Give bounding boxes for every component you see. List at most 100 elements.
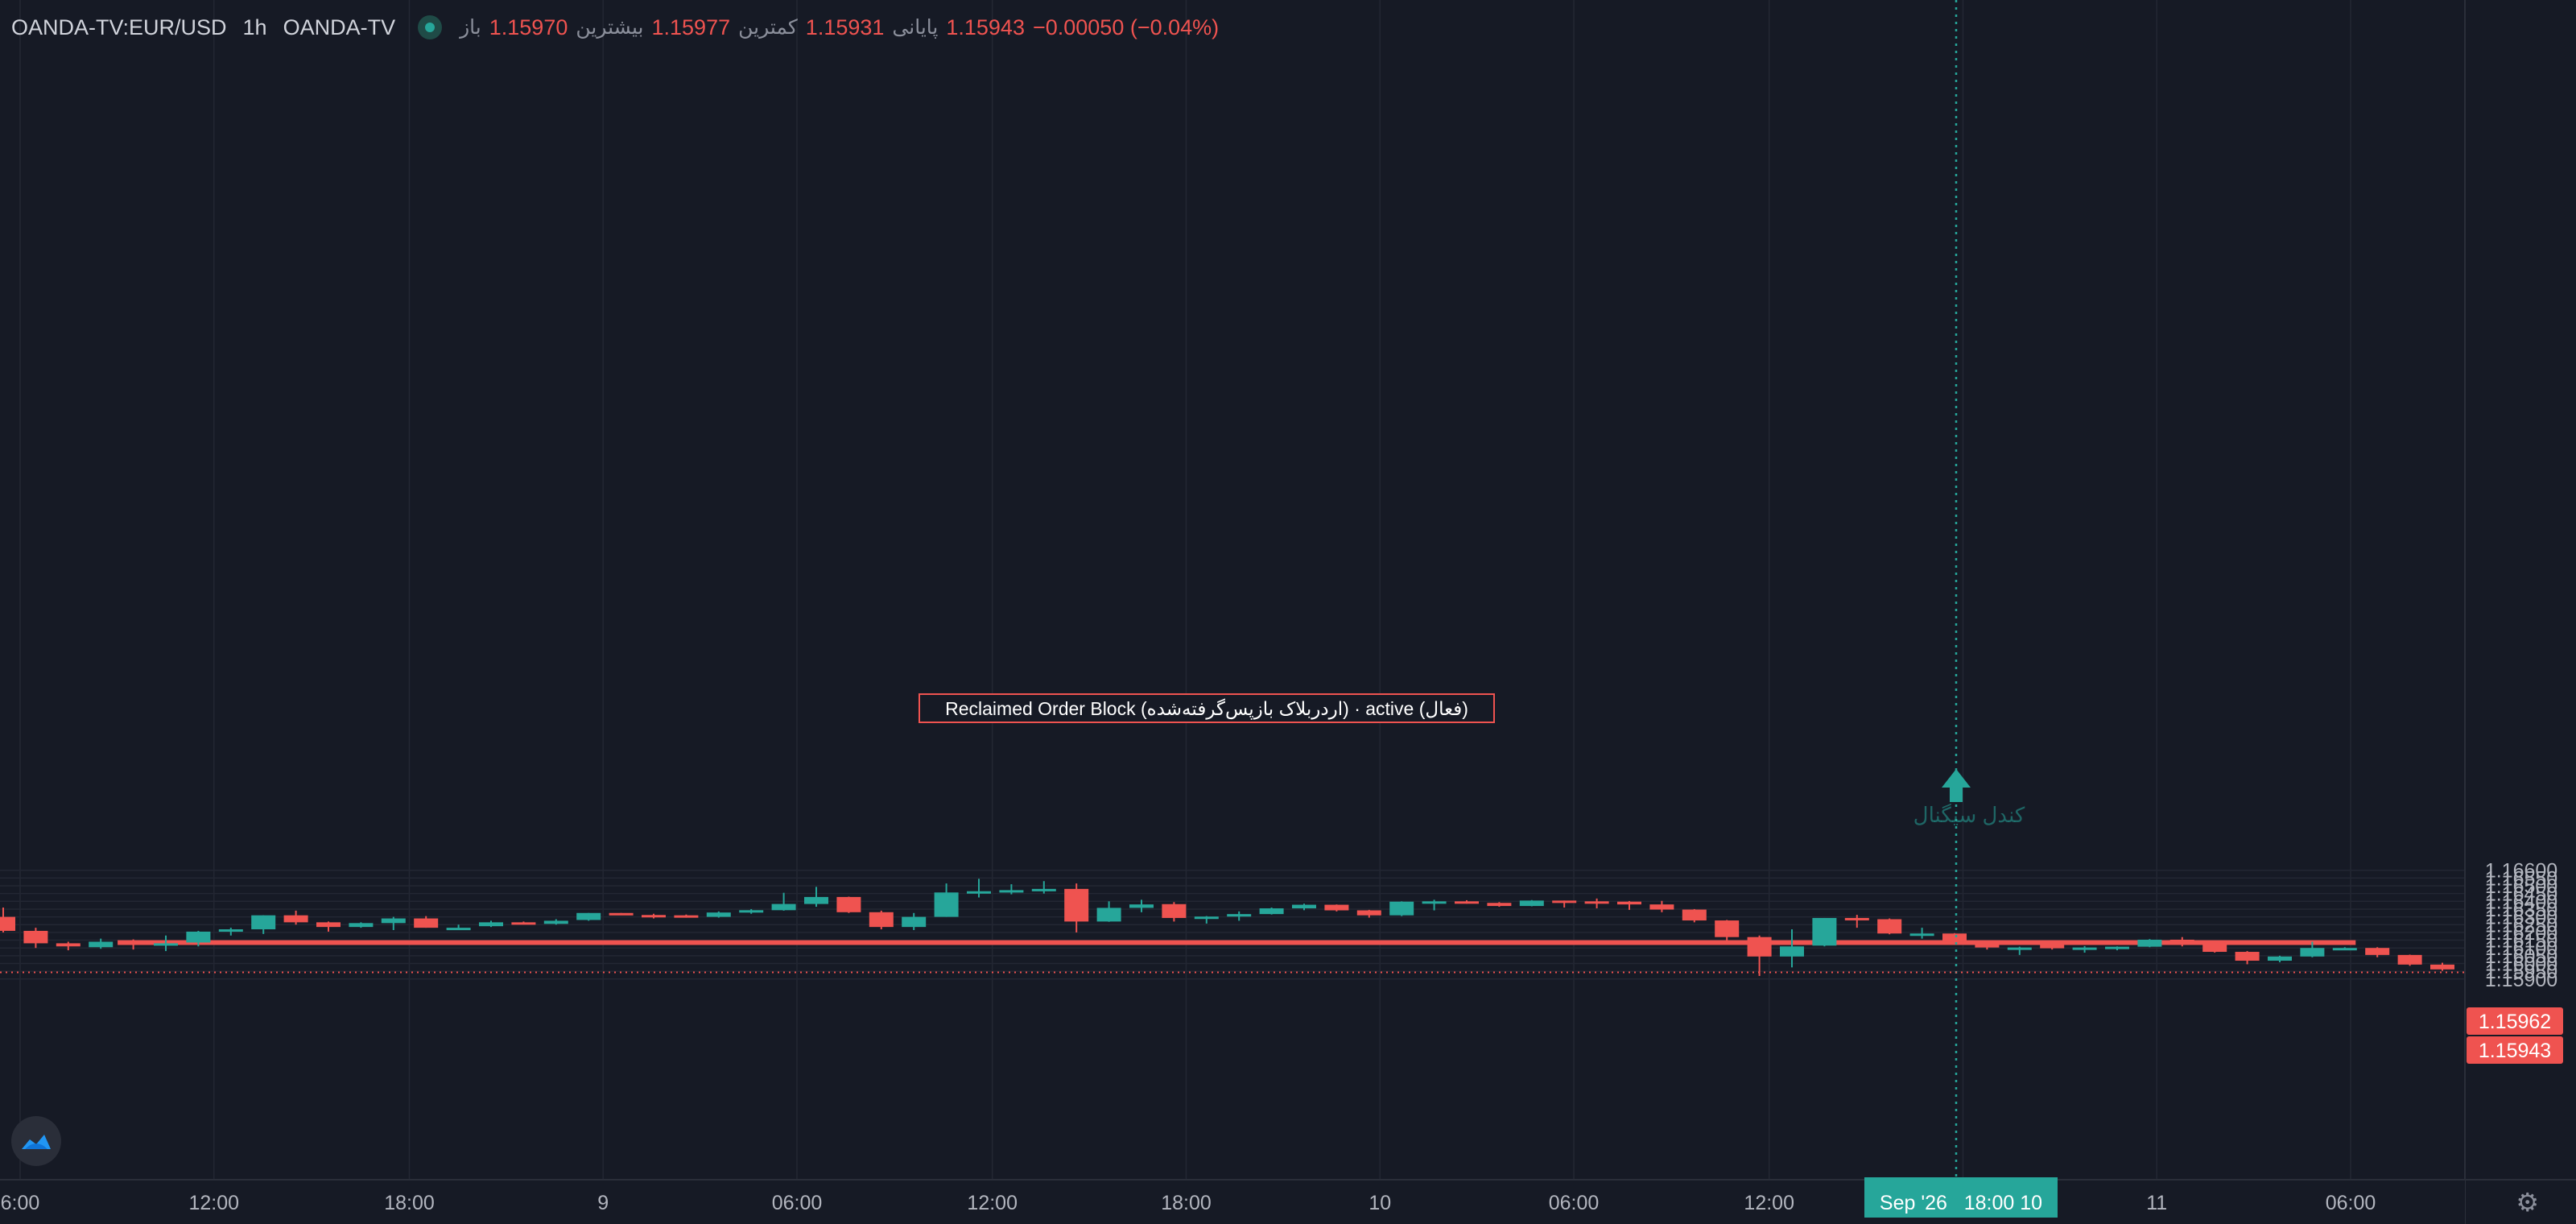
candle-body — [902, 916, 927, 928]
candle[interactable] — [576, 912, 601, 921]
candle[interactable] — [414, 916, 439, 928]
candle[interactable] — [2300, 941, 2325, 957]
candle[interactable] — [543, 919, 568, 925]
price-tick-label: 1.16050 — [2485, 945, 2557, 968]
price-axis[interactable] — [2465, 0, 2576, 1180]
candle[interactable] — [316, 921, 341, 932]
candle[interactable] — [0, 908, 15, 932]
candle-body — [804, 896, 828, 904]
candle[interactable] — [1584, 898, 1609, 908]
high-value: 1.15977 — [651, 14, 731, 39]
candle-body — [186, 931, 211, 943]
candle[interactable] — [1031, 881, 1056, 894]
candle[interactable] — [1877, 918, 1902, 935]
candle[interactable] — [121, 939, 146, 950]
candle-body — [1975, 941, 2000, 948]
candle[interactable] — [934, 883, 959, 917]
candle[interactable] — [2365, 947, 2390, 957]
candle[interactable] — [1356, 909, 1381, 918]
candle[interactable] — [2235, 951, 2260, 965]
candle[interactable] — [186, 930, 211, 947]
candle[interactable] — [349, 922, 374, 928]
order-block-label-border — [919, 693, 1495, 723]
candle[interactable] — [674, 914, 699, 918]
candle[interactable] — [89, 938, 114, 949]
candle[interactable] — [2105, 946, 2129, 951]
candle[interactable] — [2202, 943, 2227, 953]
time-axis[interactable] — [0, 1180, 2465, 1224]
settings-gear-icon[interactable]: ⚙ — [2516, 1188, 2539, 1217]
candle[interactable] — [218, 928, 243, 936]
candle[interactable] — [609, 912, 634, 916]
candle[interactable] — [1227, 911, 1252, 921]
candle[interactable] — [381, 916, 406, 931]
candle[interactable] — [804, 887, 828, 908]
candle[interactable] — [511, 921, 536, 925]
candle[interactable] — [1455, 899, 1479, 904]
crosshair-time-bg — [1864, 1177, 2058, 1218]
candle[interactable] — [1162, 902, 1187, 922]
candle[interactable] — [2332, 947, 2357, 951]
candle[interactable] — [1064, 883, 1089, 932]
candle[interactable] — [2007, 946, 2032, 955]
candle[interactable] — [771, 892, 796, 911]
candle[interactable] — [479, 920, 503, 928]
candle[interactable] — [56, 941, 80, 951]
candle[interactable] — [1194, 916, 1219, 924]
time-tick-label: 6:00 — [1, 1192, 40, 1214]
candle[interactable] — [706, 911, 731, 918]
tradingview-logo-icon[interactable] — [11, 1116, 61, 1166]
candle[interactable] — [1617, 900, 1641, 910]
candle[interactable] — [1129, 899, 1154, 912]
candle[interactable] — [1942, 932, 1967, 943]
candle[interactable] — [283, 910, 308, 925]
candle[interactable] — [1780, 929, 1804, 968]
candle[interactable] — [967, 879, 991, 898]
candle[interactable] — [1649, 900, 1674, 912]
candle[interactable] — [1975, 941, 2000, 950]
candle[interactable] — [642, 913, 666, 919]
candle-body — [934, 892, 959, 917]
candle-body — [1682, 909, 1707, 921]
interval-label[interactable]: 1h — [242, 14, 267, 39]
candle[interactable] — [1324, 904, 1349, 912]
candle[interactable] — [23, 928, 48, 949]
candle[interactable] — [739, 908, 764, 914]
candle[interactable] — [2397, 954, 2422, 966]
candle-series[interactable] — [0, 879, 2454, 976]
candle[interactable] — [2040, 941, 2065, 950]
candle[interactable] — [251, 915, 276, 934]
candle[interactable] — [1552, 900, 1577, 908]
candle[interactable] — [1682, 908, 1707, 923]
candle[interactable] — [1519, 899, 1544, 907]
candle[interactable] — [2137, 939, 2162, 948]
candle[interactable] — [2268, 955, 2292, 962]
market-status-icon[interactable] — [418, 15, 443, 39]
order-block-zone[interactable] — [118, 940, 2356, 945]
candle[interactable] — [1747, 935, 1772, 976]
candle[interactable] — [1909, 928, 1934, 939]
candle[interactable] — [2169, 937, 2194, 947]
candle[interactable] — [999, 884, 1024, 895]
candle-body — [154, 943, 178, 946]
order-block-rect[interactable] — [118, 940, 2356, 945]
candle[interactable] — [1812, 917, 1837, 947]
candle[interactable] — [1422, 899, 1447, 911]
candle[interactable] — [902, 912, 927, 931]
candle[interactable] — [836, 896, 861, 913]
candle[interactable] — [1096, 901, 1121, 922]
candle[interactable] — [2430, 962, 2454, 971]
candle[interactable] — [2072, 945, 2097, 953]
candle[interactable] — [1844, 915, 1869, 928]
symbol-name[interactable]: OANDA-TV:EUR/USD — [11, 14, 227, 39]
candle[interactable] — [1292, 904, 1316, 911]
candle[interactable] — [1487, 902, 1512, 908]
candle[interactable] — [869, 910, 894, 930]
candle[interactable] — [1389, 901, 1414, 916]
candle[interactable] — [446, 924, 471, 931]
candle[interactable] — [1715, 920, 1740, 941]
candle[interactable] — [1259, 908, 1284, 915]
candle[interactable] — [154, 935, 178, 952]
